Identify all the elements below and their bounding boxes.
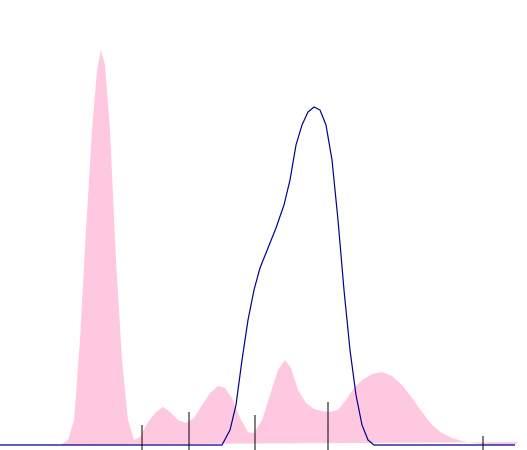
line xyxy=(0,106,515,446)
area xyxy=(0,50,527,445)
